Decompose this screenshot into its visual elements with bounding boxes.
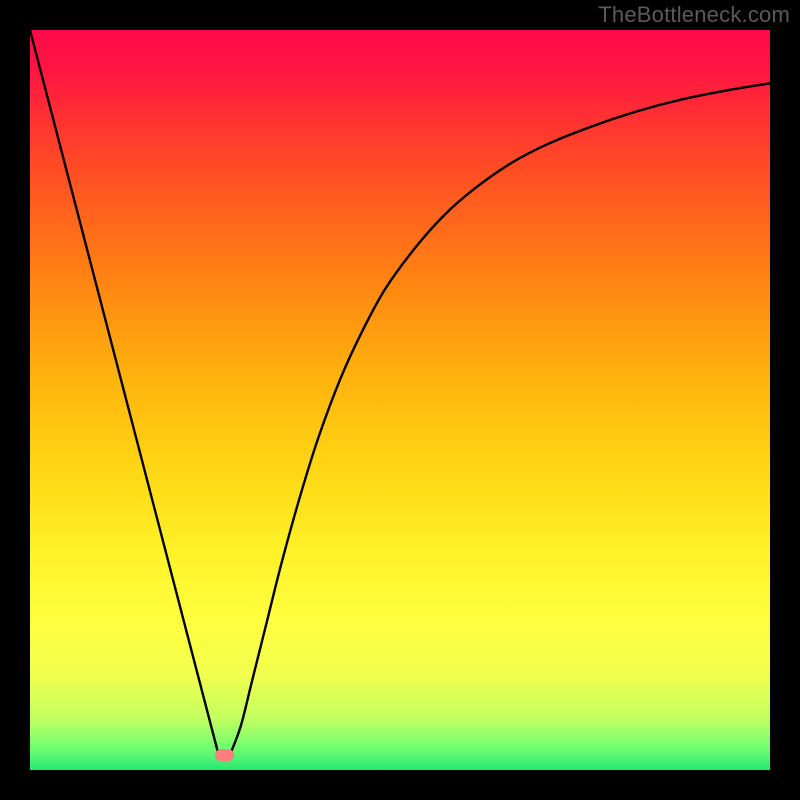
bottleneck-chart — [0, 0, 800, 800]
optimal-marker — [215, 749, 234, 761]
chart-container: TheBottleneck.com — [0, 0, 800, 800]
watermark-label: TheBottleneck.com — [598, 2, 790, 28]
plot-gradient-background — [30, 30, 770, 770]
